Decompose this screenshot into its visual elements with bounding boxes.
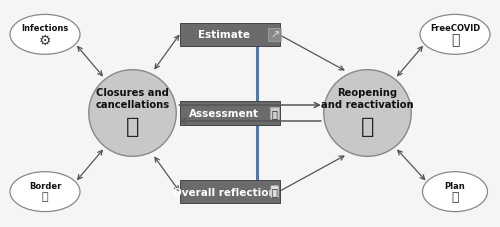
Text: ⛔: ⛔ [451, 33, 459, 47]
Ellipse shape [10, 172, 80, 212]
Ellipse shape [89, 70, 176, 157]
Text: Plan: Plan [444, 181, 466, 190]
Text: 🔒: 🔒 [126, 116, 139, 136]
Ellipse shape [420, 15, 490, 55]
Text: 📋: 📋 [451, 190, 459, 203]
Text: Assessment: Assessment [189, 109, 259, 118]
FancyBboxPatch shape [180, 180, 280, 203]
Text: Border: Border [29, 181, 61, 190]
Ellipse shape [324, 70, 411, 157]
Text: ⛄: ⛄ [42, 191, 48, 201]
Text: 📋: 📋 [272, 109, 278, 118]
Text: Infections: Infections [22, 24, 68, 33]
FancyBboxPatch shape [180, 24, 280, 47]
Text: 🔓: 🔓 [361, 116, 374, 136]
Text: Estimate: Estimate [198, 30, 250, 40]
Text: Overall reflection: Overall reflection [172, 187, 276, 197]
Text: FreeCOVID: FreeCOVID [430, 24, 480, 33]
Text: Closures and
cancellations: Closures and cancellations [96, 88, 170, 110]
Text: ↗: ↗ [270, 30, 280, 40]
FancyBboxPatch shape [180, 102, 280, 125]
Text: ⚙: ⚙ [39, 33, 52, 47]
Ellipse shape [10, 15, 80, 55]
Text: 💡: 💡 [272, 187, 278, 197]
Text: Reopening
and reactivation: Reopening and reactivation [321, 88, 414, 110]
Ellipse shape [422, 172, 488, 212]
